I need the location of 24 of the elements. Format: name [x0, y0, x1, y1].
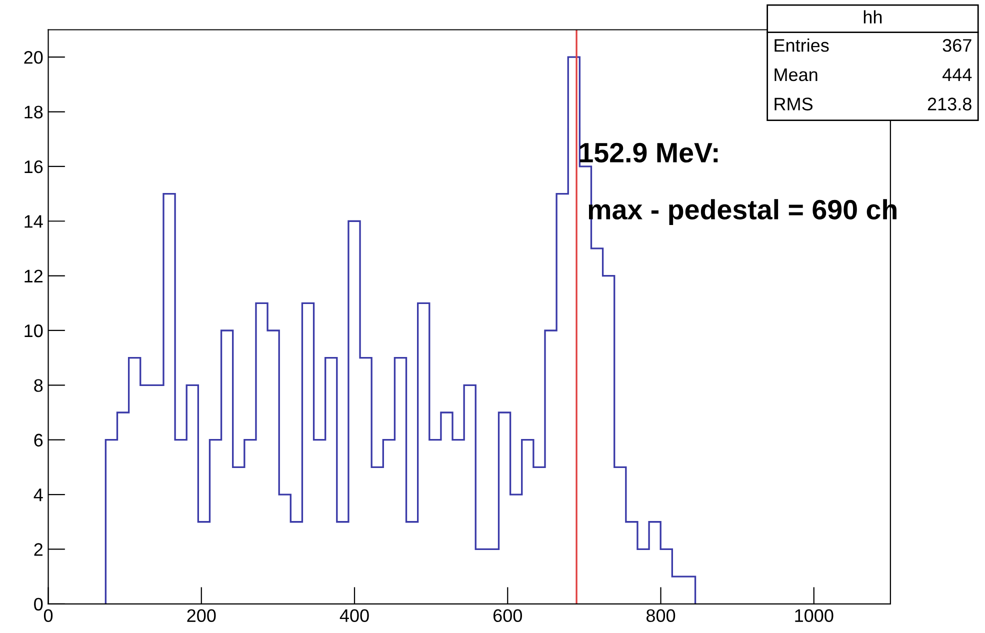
text: 367	[942, 39, 972, 52]
y-tick-label: 20	[24, 51, 43, 64]
text: 444	[942, 68, 972, 81]
x-tick-label: 600	[493, 609, 522, 622]
x-tick-label: 800	[646, 609, 676, 622]
annotation: RMS	[774, 98, 813, 110]
y-tick-label: 4	[34, 488, 43, 502]
annotation: Entries	[774, 38, 829, 52]
y-tick-label: 10	[24, 324, 43, 338]
text: hh	[864, 10, 882, 24]
text: 213.8	[928, 98, 972, 110]
annotation: Mean	[774, 68, 818, 82]
y-tick-label: 2	[34, 543, 42, 556]
x-tick-label: 200	[187, 609, 216, 622]
y-tick-label: 16	[24, 160, 43, 174]
y-tick-label: 14	[24, 215, 43, 228]
x-tick-label: 0	[44, 609, 53, 622]
y-tick-label: 18	[24, 106, 43, 118]
y-tick-label: 0	[34, 598, 43, 611]
y-tick-label: 8	[34, 379, 43, 392]
x-tick-label: 1000	[795, 609, 834, 622]
y-tick-label: 6	[34, 434, 43, 447]
y-tick-label: 12	[24, 270, 42, 282]
x-tick-label: 400	[340, 609, 369, 622]
